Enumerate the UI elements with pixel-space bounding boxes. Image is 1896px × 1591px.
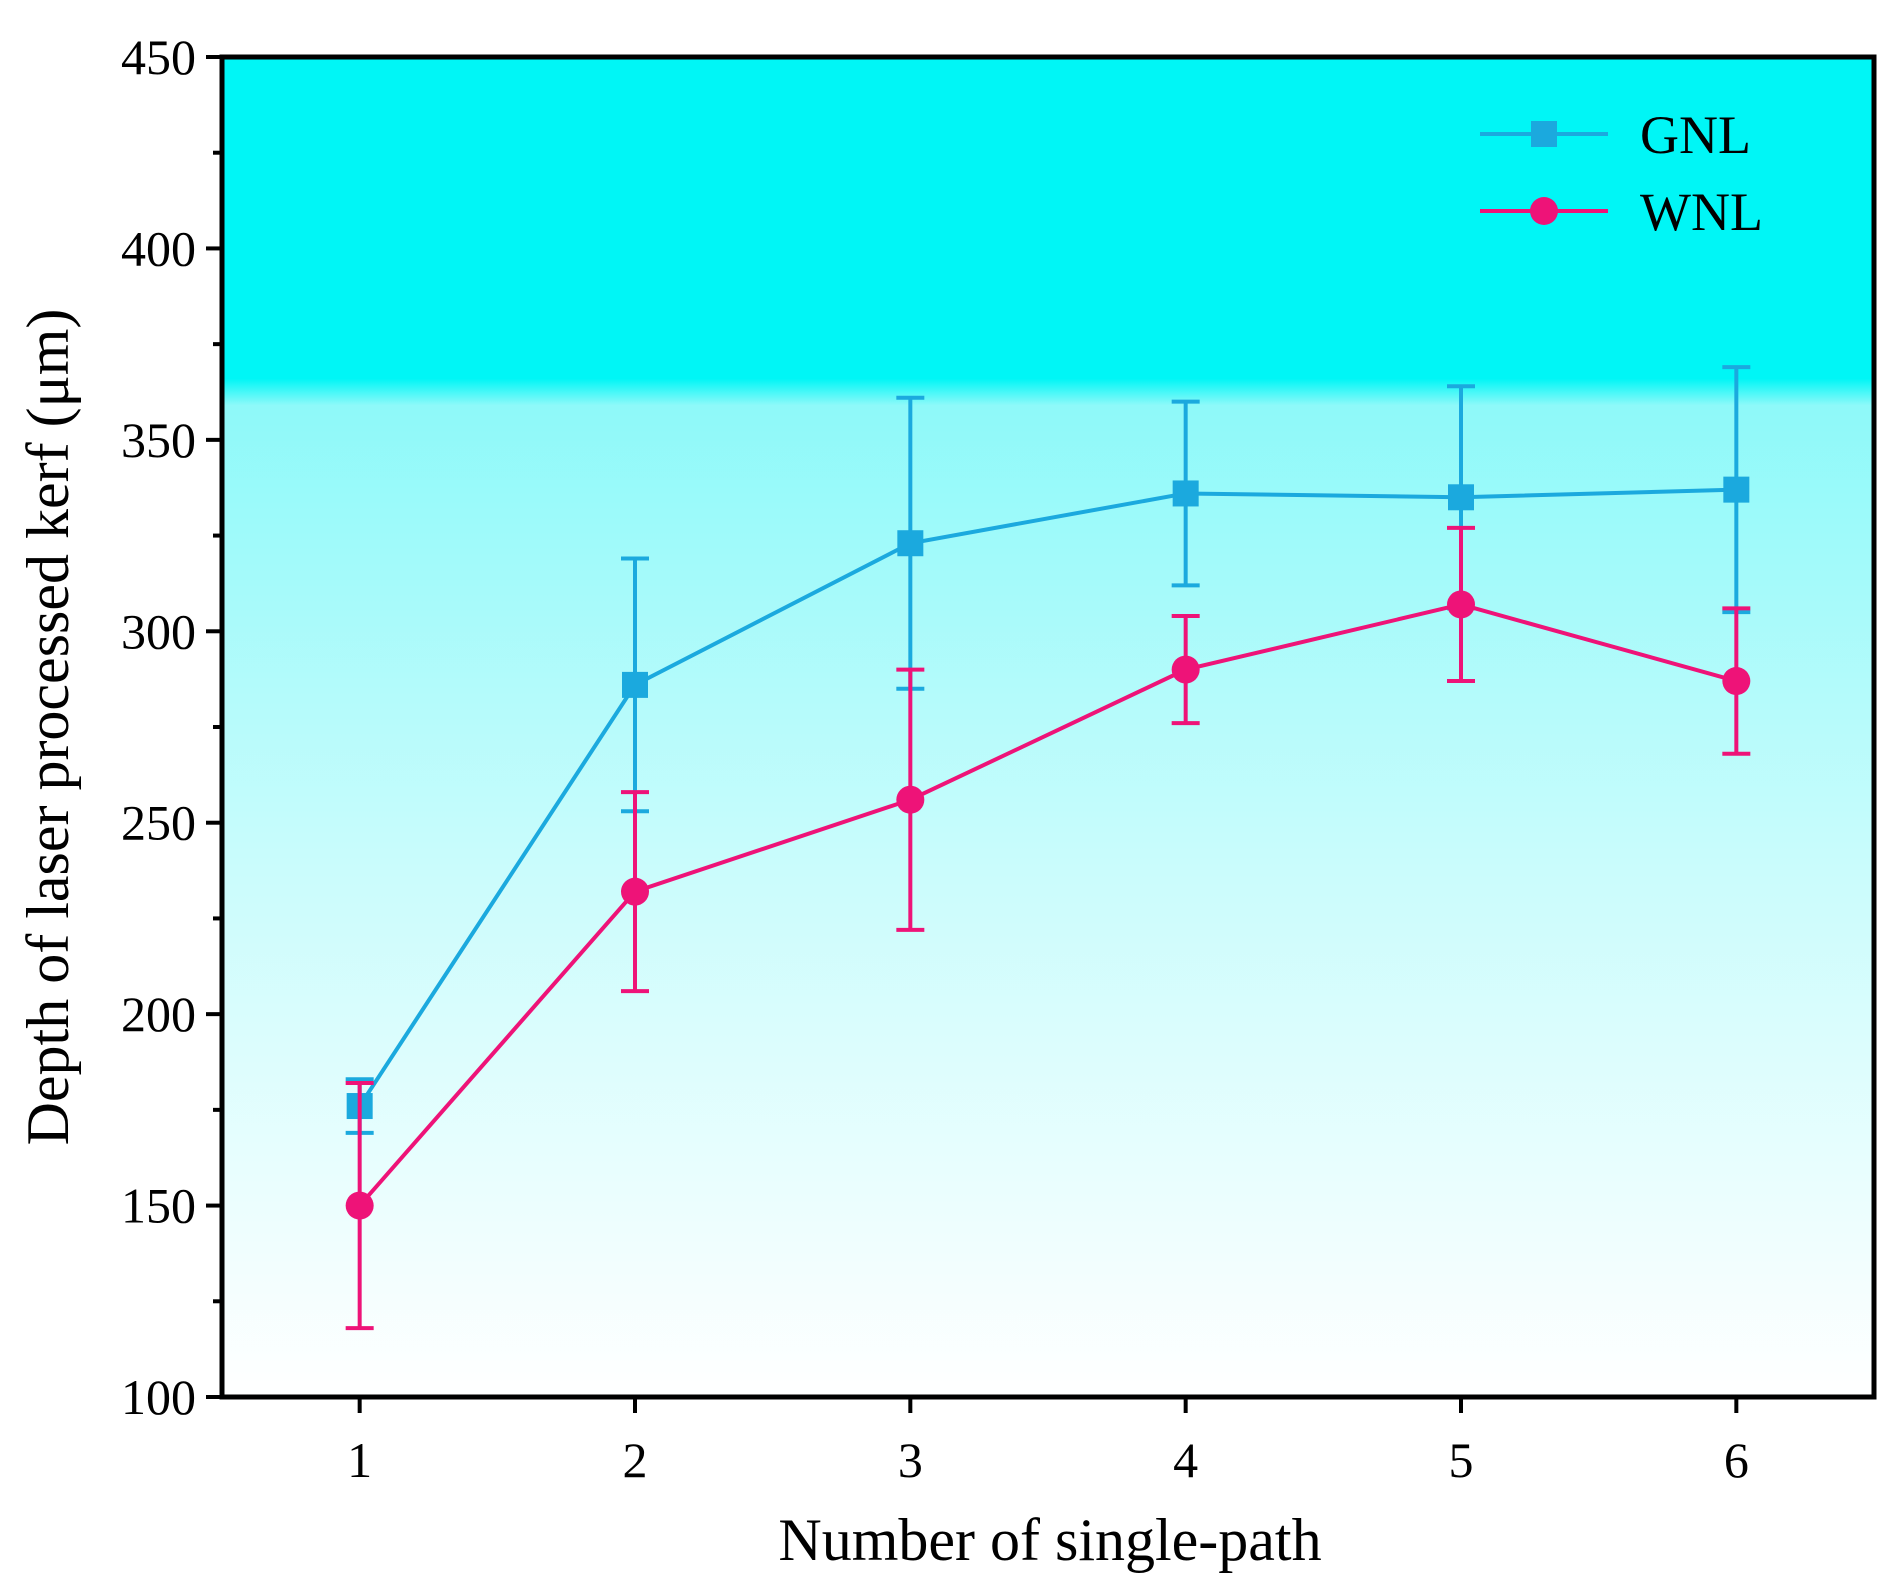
y-axis-title: Depth of laser processed kerf (μm): [15, 309, 81, 1146]
y-tick-label: 250: [121, 795, 196, 851]
x-tick-label: 3: [898, 1432, 923, 1488]
data-point: [1448, 484, 1474, 511]
y-tick-label: 150: [121, 1178, 196, 1234]
data-point: [345, 1191, 374, 1220]
data-point: [897, 530, 924, 557]
legend-marker-gnl: [1531, 121, 1557, 147]
data-point: [622, 671, 648, 698]
plot-frame: [219, 54, 1877, 1400]
data-point: [1171, 655, 1200, 684]
x-tick-label: 2: [623, 1432, 648, 1488]
legend-marker-wnl: [1530, 197, 1558, 225]
series-line: [357, 487, 1737, 1108]
x-tick-label: 5: [1449, 1432, 1474, 1488]
legend: GNL WNL: [1480, 105, 1763, 242]
data-point: [1172, 480, 1199, 507]
plot-background: [222, 57, 1874, 1397]
x-tick-label: 6: [1724, 1432, 1749, 1488]
legend-label-gnl: GNL: [1640, 105, 1751, 165]
y-tick-label: 200: [121, 986, 196, 1042]
series-wnl: [345, 525, 1751, 1331]
data-point: [621, 877, 649, 906]
y-tick-label: 400: [121, 220, 196, 276]
axes-layer: 100 150 200 250 300 350 400 450 1 2 3 4 5 6: [121, 29, 1749, 1488]
data-point: [1447, 590, 1475, 619]
y-tick-label: 300: [121, 603, 196, 659]
data-point: [896, 785, 925, 814]
y-tick-label: 450: [121, 29, 196, 85]
x-tick-label: 4: [1173, 1432, 1198, 1488]
series-layer: [345, 365, 1751, 1331]
data-point: [1722, 667, 1751, 696]
x-tick-label: 1: [347, 1432, 372, 1488]
series-line: [358, 602, 1737, 1207]
legend-label-wnl: WNL: [1640, 182, 1763, 242]
y-tick-label: 350: [121, 412, 196, 468]
x-axis-title: Number of single-path: [778, 1507, 1321, 1573]
data-point: [1723, 476, 1750, 503]
y-tick-label: 100: [121, 1369, 196, 1425]
